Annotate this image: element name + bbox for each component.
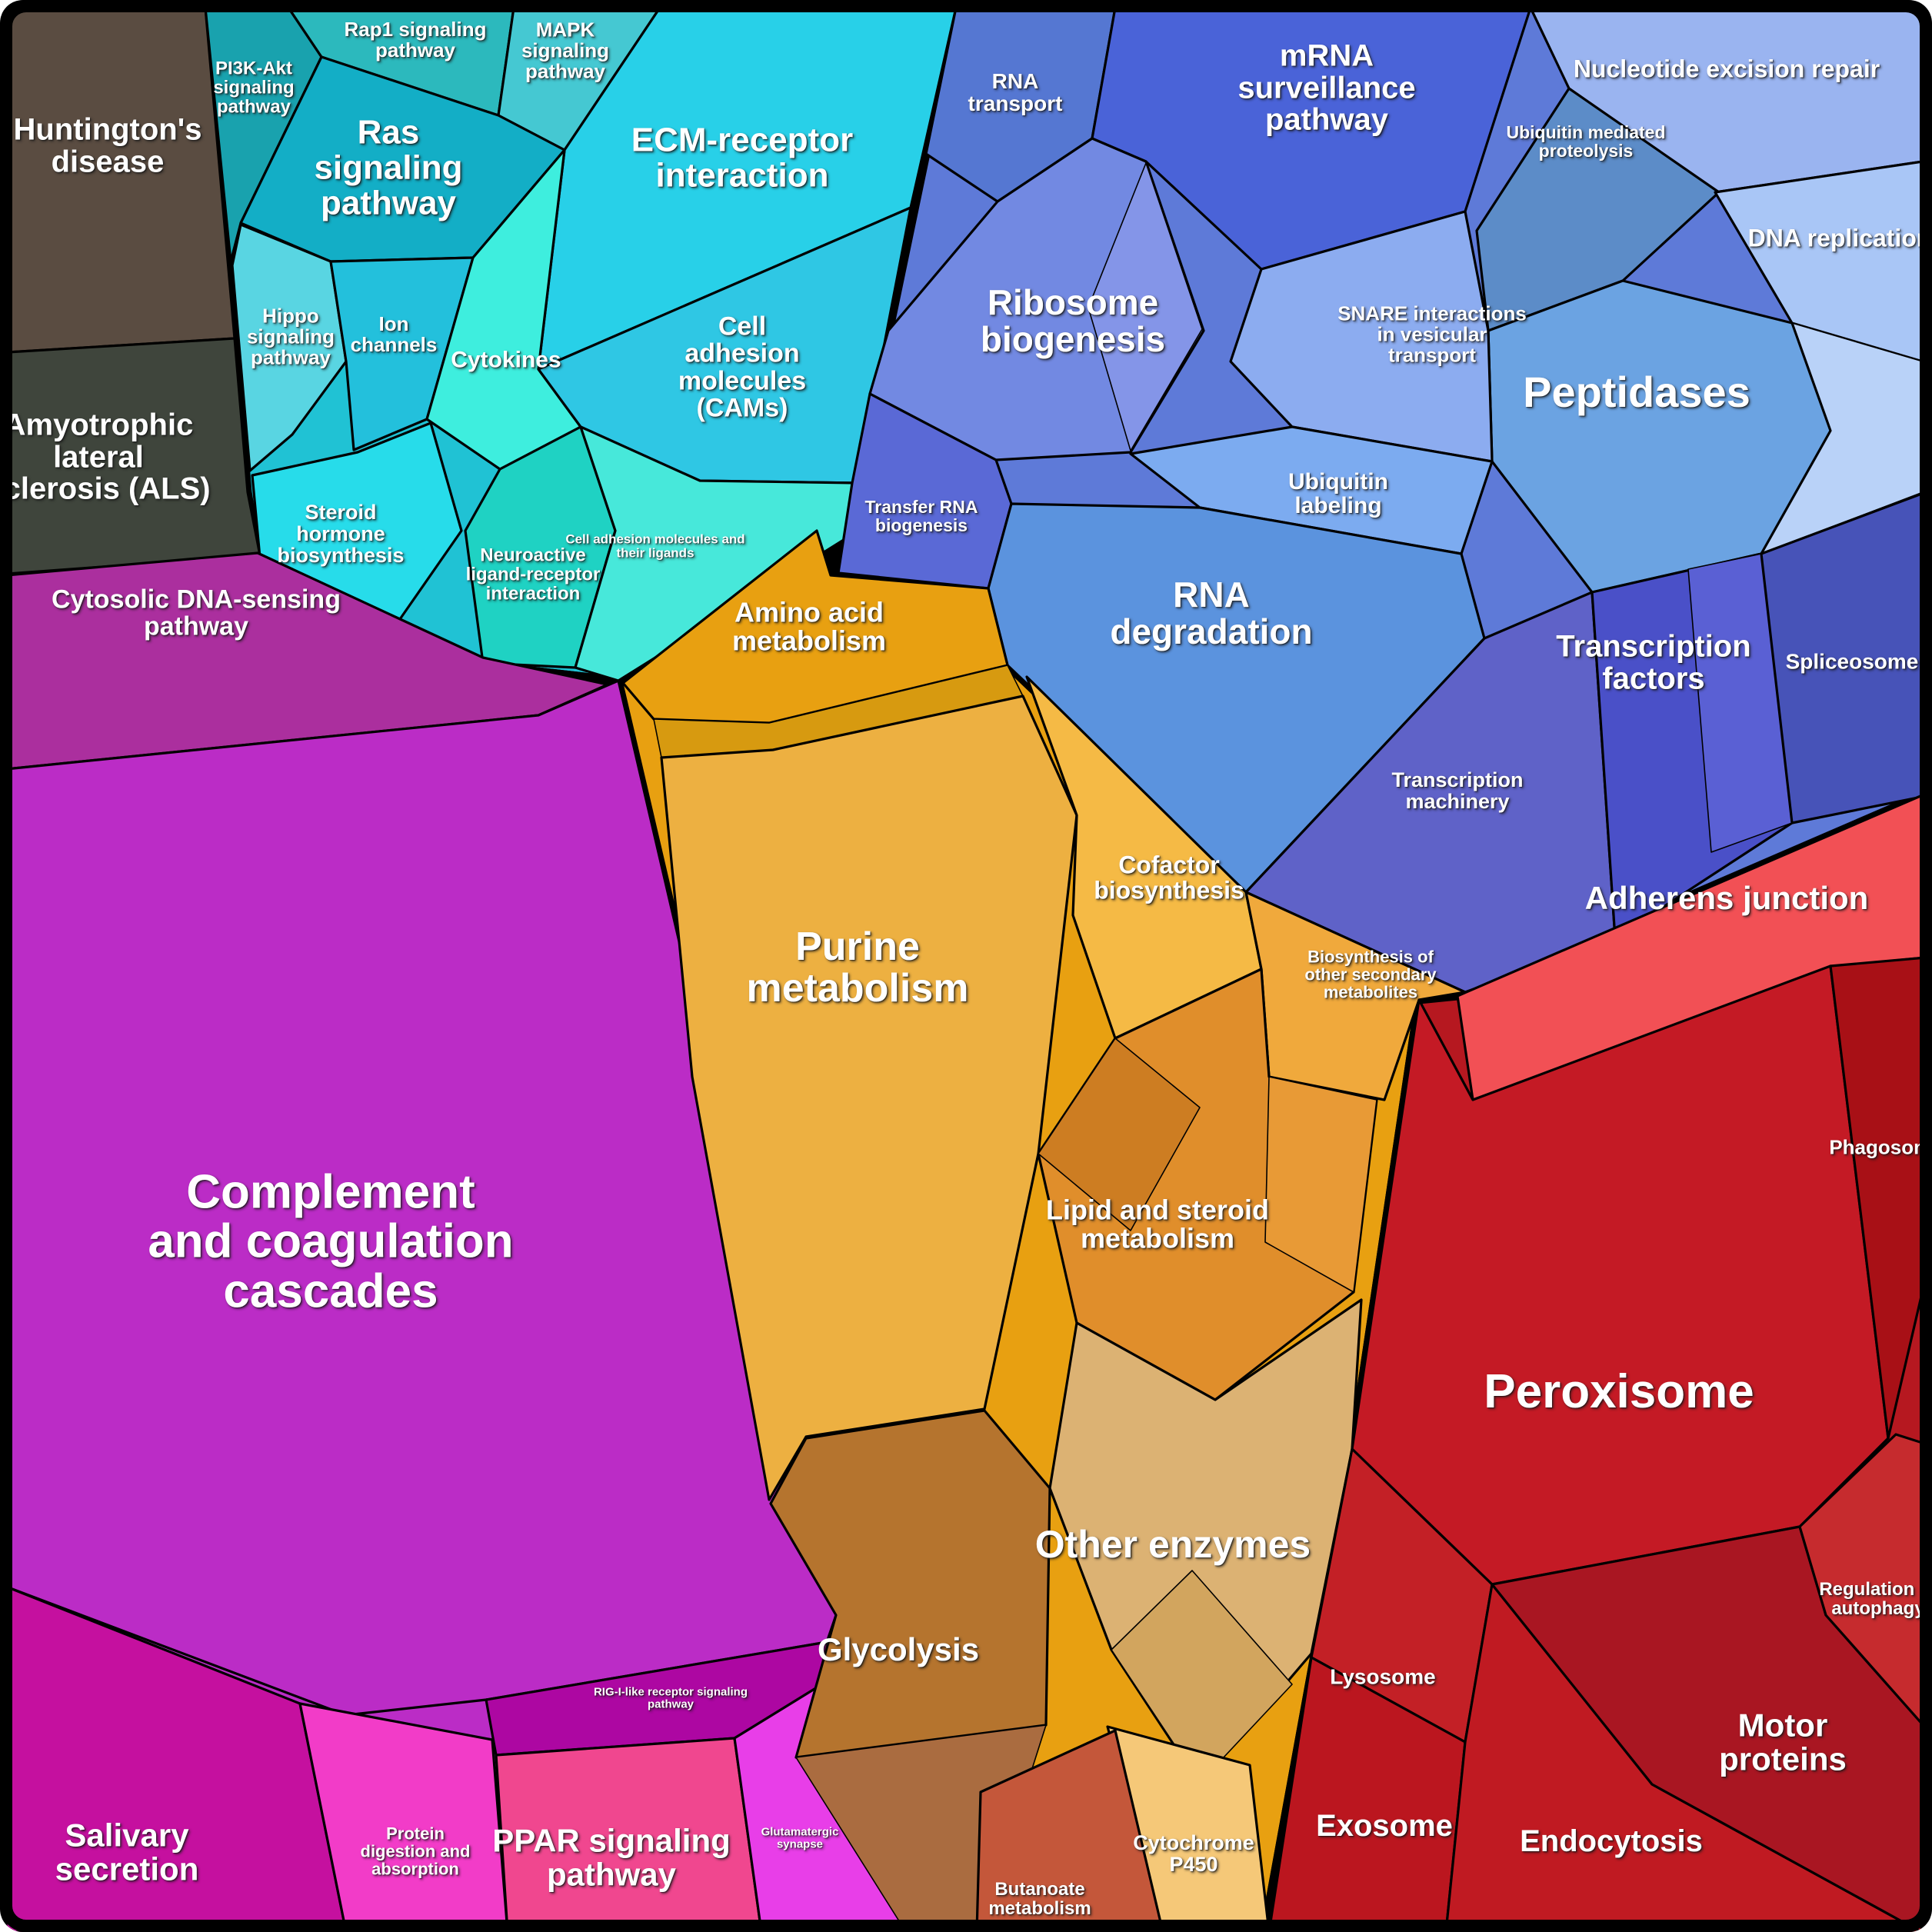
- cell-exosome[interactable]: [1267, 1656, 1467, 1932]
- cell-peroxisome[interactable]: [1351, 964, 1890, 1586]
- cell-huntingtons[interactable]: [6, 6, 236, 354]
- cell-protein-digestion[interactable]: [298, 1702, 509, 1932]
- cell-ubiquitin-labeling[interactable]: [1129, 425, 1494, 555]
- cell-lipid-sub2[interactable]: [1264, 1076, 1377, 1293]
- cell-ribosome-sub[interactable]: [1088, 162, 1203, 451]
- cell-ion-channels[interactable]: [329, 256, 475, 451]
- cell-butanoate[interactable]: [975, 1729, 1164, 1932]
- cell-other-enzymes-sub[interactable]: [1111, 1570, 1293, 1784]
- cell-regulation-autophagy[interactable]: [1798, 1433, 1932, 1737]
- cell-lipid-sub1[interactable]: [1038, 1038, 1201, 1231]
- cell-ppar[interactable]: [495, 1737, 763, 1932]
- cell-als[interactable]: [6, 337, 261, 575]
- cell-purine[interactable]: [660, 695, 1078, 1501]
